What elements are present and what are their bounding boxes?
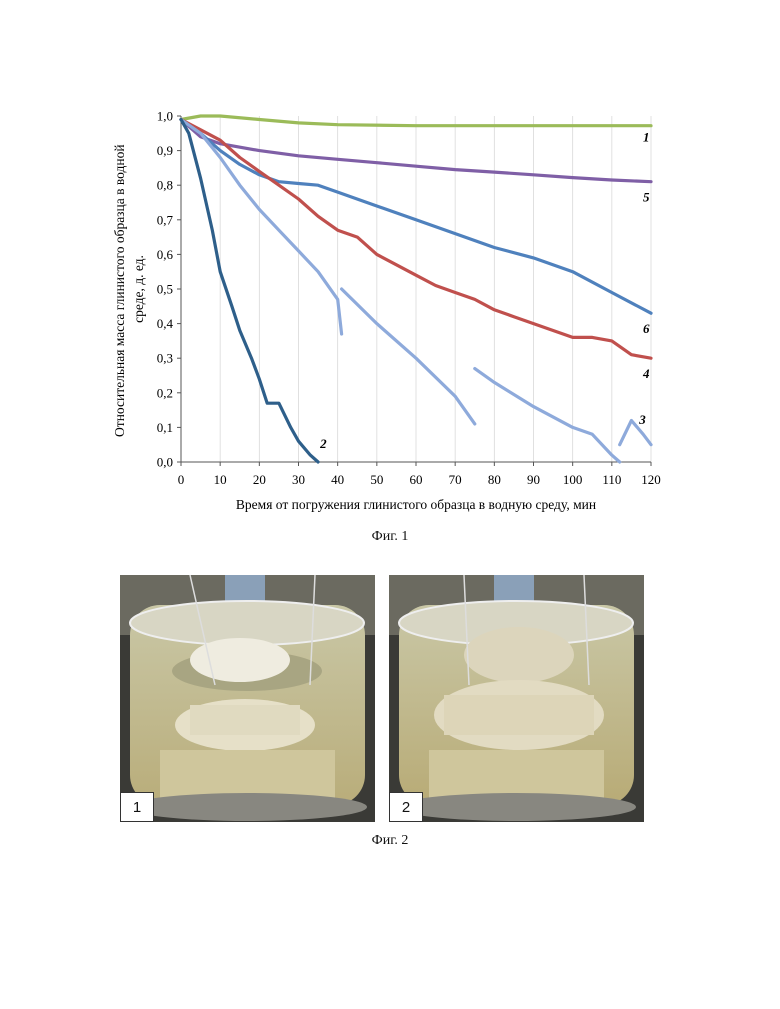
y-tick-label: 1,0 <box>157 109 173 124</box>
x-tick-label: 0 <box>178 472 185 487</box>
figure-2-photo-1: 1 <box>120 575 375 822</box>
series-label: 6 <box>643 321 650 336</box>
figure-2-caption: Фиг. 2 <box>0 833 780 849</box>
y-tick-label: 0,2 <box>157 385 173 400</box>
x-tick-label: 90 <box>527 472 540 487</box>
y-tick-label: 0,3 <box>157 351 173 366</box>
x-tick-label: 60 <box>410 472 423 487</box>
series-line <box>620 421 651 445</box>
x-tick-label: 120 <box>641 472 661 487</box>
x-tick-label: 70 <box>449 472 462 487</box>
series-label: 4 <box>642 366 650 381</box>
y-tick-label: 0,0 <box>157 455 173 470</box>
photo-2-label: 2 <box>389 792 423 822</box>
photo-1-label: 1 <box>120 792 154 822</box>
x-tick-label: 40 <box>331 472 344 487</box>
x-tick-label: 110 <box>602 472 621 487</box>
x-tick-label: 10 <box>214 472 227 487</box>
x-tick-label: 100 <box>563 472 583 487</box>
y-tick-label: 0,7 <box>157 212 174 227</box>
y-tick-label: 0,8 <box>157 178 173 193</box>
series-label: 2 <box>319 436 327 451</box>
y-tick-label: 0,5 <box>157 282 173 297</box>
figure-1-chart: 0 10 20 30 40 50 60 70 80 90 100 110 120 0,0 0,1 0,2 0,3… <box>0 0 780 520</box>
figure-2-photo-2: 2 <box>389 575 644 822</box>
y-axis-label: Относительная масса глинистого образца в… <box>112 141 146 437</box>
y-tick-label: 0,9 <box>157 143 173 158</box>
series-line <box>475 369 620 462</box>
x-tick-label: 50 <box>370 472 383 487</box>
x-tick-label: 20 <box>253 472 266 487</box>
y-tick-label: 0,4 <box>157 316 174 331</box>
x-tick-label: 30 <box>292 472 305 487</box>
series-label: 3 <box>638 412 646 427</box>
x-axis-label: Время от погружения глинистого образца в… <box>236 497 596 512</box>
y-tick-label: 0,6 <box>157 247 174 262</box>
series-label: 5 <box>643 190 650 205</box>
series-label: 1 <box>643 130 650 145</box>
x-tick-label: 80 <box>488 472 501 487</box>
y-tick-label: 0,1 <box>157 420 173 435</box>
figure-1-caption: Фиг. 1 <box>0 529 780 545</box>
